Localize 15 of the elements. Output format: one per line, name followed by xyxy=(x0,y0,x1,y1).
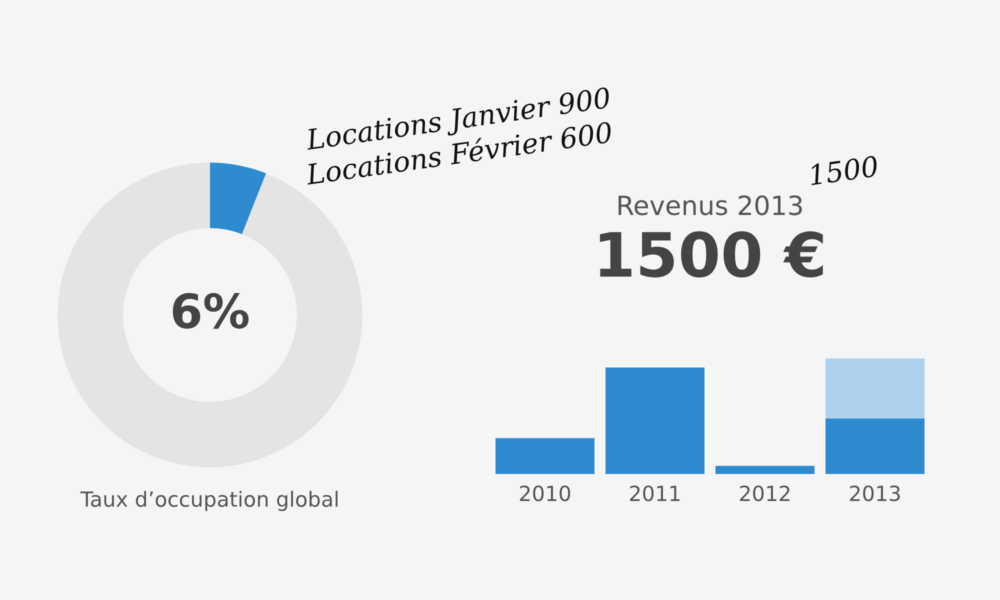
data-label: 6% xyxy=(172,292,249,329)
text: Taux d’occupation global xyxy=(80,490,338,511)
x-tick-label: 2012 xyxy=(740,485,790,502)
x-tick-label: 2010 xyxy=(520,485,570,502)
bar xyxy=(496,438,594,474)
bar xyxy=(716,466,814,474)
x-tick-label: 2013 xyxy=(850,485,900,502)
bar xyxy=(826,358,924,418)
bar xyxy=(606,367,704,474)
donut-slice xyxy=(210,162,266,234)
bar xyxy=(826,418,924,474)
chart-subtitle: 1500 € xyxy=(600,231,823,278)
chart-title: Revenus 2013 xyxy=(618,195,802,216)
text: 1500 xyxy=(808,155,878,186)
x-tick-label: 2011 xyxy=(630,485,680,502)
